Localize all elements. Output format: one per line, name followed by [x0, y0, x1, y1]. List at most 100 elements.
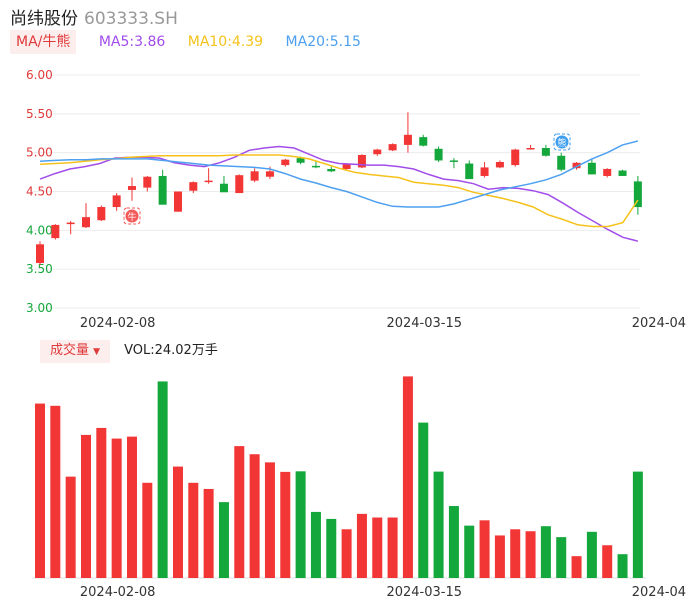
stock-name: 尚纬股份 — [10, 9, 78, 29]
candle-body — [541, 148, 550, 156]
candle-body — [204, 180, 213, 183]
y-tick-label: 5.00 — [26, 146, 53, 160]
caret-down-icon: ▼ — [93, 347, 101, 357]
y-tick-label: 3.00 — [26, 301, 53, 315]
candle-body — [526, 148, 535, 150]
bear-marker-label: 熊 — [557, 137, 566, 149]
candle-body — [143, 176, 152, 188]
volume-bar — [188, 482, 199, 578]
ma20-line — [39, 140, 639, 208]
volume-bar — [96, 427, 107, 578]
candle-body — [281, 159, 290, 166]
volume-bar — [617, 554, 628, 578]
candle-body — [618, 170, 627, 176]
volume-bar — [295, 471, 306, 578]
y-tick-label: 4.00 — [26, 223, 53, 237]
candle-body — [357, 154, 366, 168]
x-tick-label: 2024-02-08 — [80, 585, 156, 600]
signal-markers: 牛熊 — [123, 133, 571, 225]
candle-body — [388, 144, 397, 151]
ma5-legend: MA5:3.86 — [98, 34, 166, 50]
volume-bar — [203, 488, 214, 578]
bull-marker: 牛 — [123, 207, 141, 225]
volume-bar — [249, 454, 260, 578]
volume-bar — [157, 381, 168, 578]
ma10-legend: MA10:4.39 — [187, 34, 264, 50]
price-grid — [32, 74, 640, 309]
volume-bar — [218, 502, 229, 578]
volume-bar — [464, 525, 475, 578]
volume-indicator-tab[interactable]: 成交量 ▼ — [40, 340, 111, 363]
volume-bar — [280, 471, 291, 578]
candle-body — [572, 162, 581, 169]
price-axis: 6.00 5.50 5.00 4.50 4.00 3.50 3.00 — [26, 68, 53, 315]
bear-marker: 熊 — [553, 133, 571, 151]
volume-bar — [35, 403, 45, 578]
volume-bar — [510, 529, 521, 578]
candle-body — [465, 163, 474, 180]
volume-bar — [50, 405, 61, 578]
stock-header: 尚纬股份 603333.SH — [10, 4, 178, 29]
volume-bar — [632, 471, 643, 578]
y-tick-label: 6.00 — [26, 68, 53, 82]
candle-body — [373, 149, 382, 155]
volume-bar — [448, 506, 459, 578]
candle-body — [449, 160, 458, 162]
candle-body — [158, 175, 167, 205]
candle-body — [296, 158, 305, 163]
volume-bar — [387, 517, 398, 578]
candle-body — [127, 186, 136, 190]
ma-indicator-tab[interactable]: MA/牛熊 — [10, 30, 77, 54]
volume-bars — [32, 376, 646, 579]
candle-body — [265, 171, 274, 177]
candle-body — [633, 181, 642, 208]
ma-legend: MA/牛熊 MA5:3.86 MA10:4.39 MA20:5.15 — [10, 30, 379, 54]
x-tick-label: 2024-02-08 — [80, 316, 156, 331]
stock-code: 603333.SH — [84, 9, 178, 29]
volume-date-axis: 2024-02-08 2024-03-15 2024-04-15 — [80, 585, 686, 600]
volume-bar — [264, 462, 275, 578]
bull-marker-label: 牛 — [127, 211, 136, 223]
candle-body — [311, 165, 320, 168]
ma20-legend: MA20:5.15 — [285, 34, 361, 50]
bear-marker-dot — [555, 135, 569, 149]
ma-lines — [39, 140, 639, 242]
volume-legend: 成交量 ▼ VOL:24.02万手 — [40, 340, 218, 363]
volume-bar — [372, 517, 383, 578]
candle-body — [342, 164, 351, 169]
volume-value: VOL:24.02万手 — [124, 343, 218, 358]
volume-bar — [310, 511, 321, 578]
volume-bar — [172, 466, 183, 578]
candle-body — [51, 224, 60, 239]
volume-bar — [80, 434, 91, 578]
volume-bar — [341, 529, 352, 578]
candle-body — [66, 222, 75, 225]
volume-bar — [494, 535, 505, 578]
volume-bar — [126, 436, 137, 578]
volume-bar — [540, 526, 551, 578]
candle-body — [189, 182, 198, 191]
volume-bar — [356, 513, 367, 578]
volume-bar — [65, 476, 76, 578]
volume-bar — [234, 446, 245, 578]
candle-body — [327, 168, 336, 172]
volume-bar — [571, 556, 582, 578]
volume-bar — [433, 471, 444, 578]
ma5-line — [39, 145, 639, 242]
candlesticks — [36, 112, 642, 266]
candle-body — [511, 149, 520, 166]
volume-bar — [586, 531, 597, 578]
x-tick-label: 2024-04-15 — [632, 585, 686, 600]
candle-body — [250, 171, 259, 181]
x-tick-label: 2024-03-15 — [386, 316, 462, 331]
y-tick-label: 3.50 — [26, 262, 53, 276]
volume-bar — [142, 482, 153, 578]
volume-bar — [556, 537, 567, 578]
candle-body — [419, 137, 428, 146]
volume-bar — [479, 520, 490, 578]
volume-bar — [418, 422, 429, 578]
price-date-axis: 2024-02-08 2024-03-15 2024-04-15 — [80, 316, 686, 331]
x-tick-label: 2024-04-15 — [632, 316, 686, 331]
candle-body — [557, 155, 566, 170]
